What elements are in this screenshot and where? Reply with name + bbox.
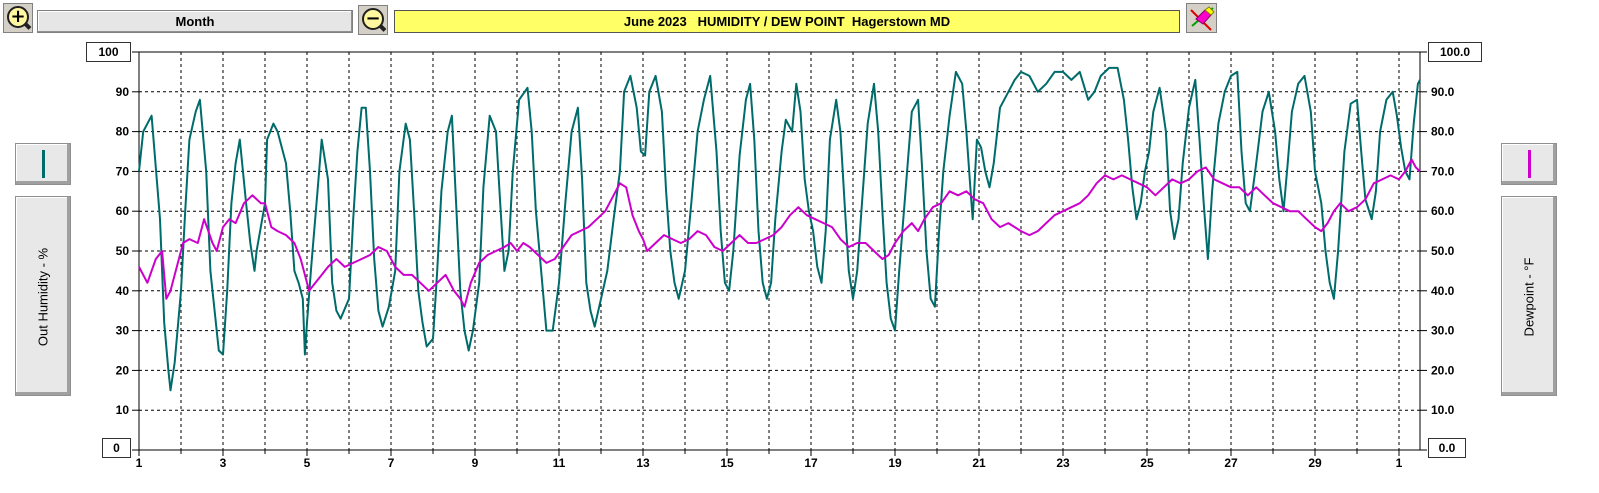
humidity-series-line: [138, 66, 1421, 392]
left-tick-label: 60: [116, 204, 130, 218]
x-tick-label: 1: [136, 456, 143, 470]
x-tick-label: 3: [220, 456, 227, 470]
humidity-legend-swatch: [42, 150, 45, 178]
x-tick-label: 11: [553, 456, 566, 470]
left-tick-label: 20: [116, 363, 130, 377]
left-tick-label: 80: [116, 125, 130, 139]
right-axis-label-button[interactable]: Dewpoint - °F: [1501, 196, 1557, 396]
left-axis-max-box[interactable]: 100: [86, 42, 131, 62]
right-tick-label: 10.0: [1431, 403, 1455, 417]
x-tick-label: 29: [1308, 456, 1322, 470]
x-tick-label: 1: [1396, 456, 1403, 470]
right-tick-label: 90.0: [1431, 85, 1455, 99]
right-tick-label: 40.0: [1431, 284, 1455, 298]
right-tick-label: 50.0: [1431, 244, 1455, 258]
left-tick-label: 50: [116, 244, 130, 258]
left-tick-label: 30: [116, 324, 130, 338]
x-tick-label: 15: [720, 456, 734, 470]
left-tick-label: 10: [116, 403, 130, 417]
dewpoint-series-toggle[interactable]: [1501, 143, 1557, 185]
period-selector-button[interactable]: Month: [37, 10, 353, 33]
left-tick-label: 70: [116, 164, 130, 178]
x-tick-label: 25: [1140, 456, 1154, 470]
chart-title-bar: June 2023 HUMIDITY / DEW POINT Hagerstow…: [394, 10, 1180, 33]
humidity-series-toggle[interactable]: [15, 143, 71, 185]
x-tick-label: 19: [888, 456, 902, 470]
right-tick-label: 20.0: [1431, 363, 1455, 377]
x-tick-label: 17: [804, 456, 818, 470]
x-tick-label: 23: [1056, 456, 1070, 470]
right-tick-label: 70.0: [1431, 164, 1455, 178]
right-axis-max-box[interactable]: 100.0: [1428, 42, 1482, 62]
left-tick-label: 90: [116, 85, 130, 99]
left-axis-min-box[interactable]: 0: [102, 438, 131, 458]
eraser-button[interactable]: [1186, 3, 1217, 33]
dewpoint-legend-swatch: [1528, 150, 1531, 178]
eraser-icon: [1190, 6, 1215, 31]
x-tick-label: 9: [472, 456, 479, 470]
x-tick-label: 27: [1224, 456, 1238, 470]
x-tick-label: 13: [636, 456, 650, 470]
dewpoint-series-line: [138, 158, 1421, 308]
zoom-out-icon: −: [362, 8, 384, 30]
zoom-in-icon: +: [7, 6, 29, 28]
x-tick-label: 5: [304, 456, 311, 470]
zoom-out-button[interactable]: −: [358, 5, 388, 35]
right-tick-label: 30.0: [1431, 324, 1455, 338]
x-tick-label: 7: [388, 456, 395, 470]
left-tick-label: 40: [116, 284, 130, 298]
left-axis-label-button[interactable]: Out Humidity - %: [15, 196, 71, 396]
x-tick-label: 21: [972, 456, 986, 470]
right-axis-min-box[interactable]: 0.0: [1428, 438, 1466, 458]
zoom-in-button[interactable]: +: [3, 3, 33, 33]
right-tick-label: 80.0: [1431, 125, 1455, 139]
right-tick-label: 60.0: [1431, 204, 1455, 218]
